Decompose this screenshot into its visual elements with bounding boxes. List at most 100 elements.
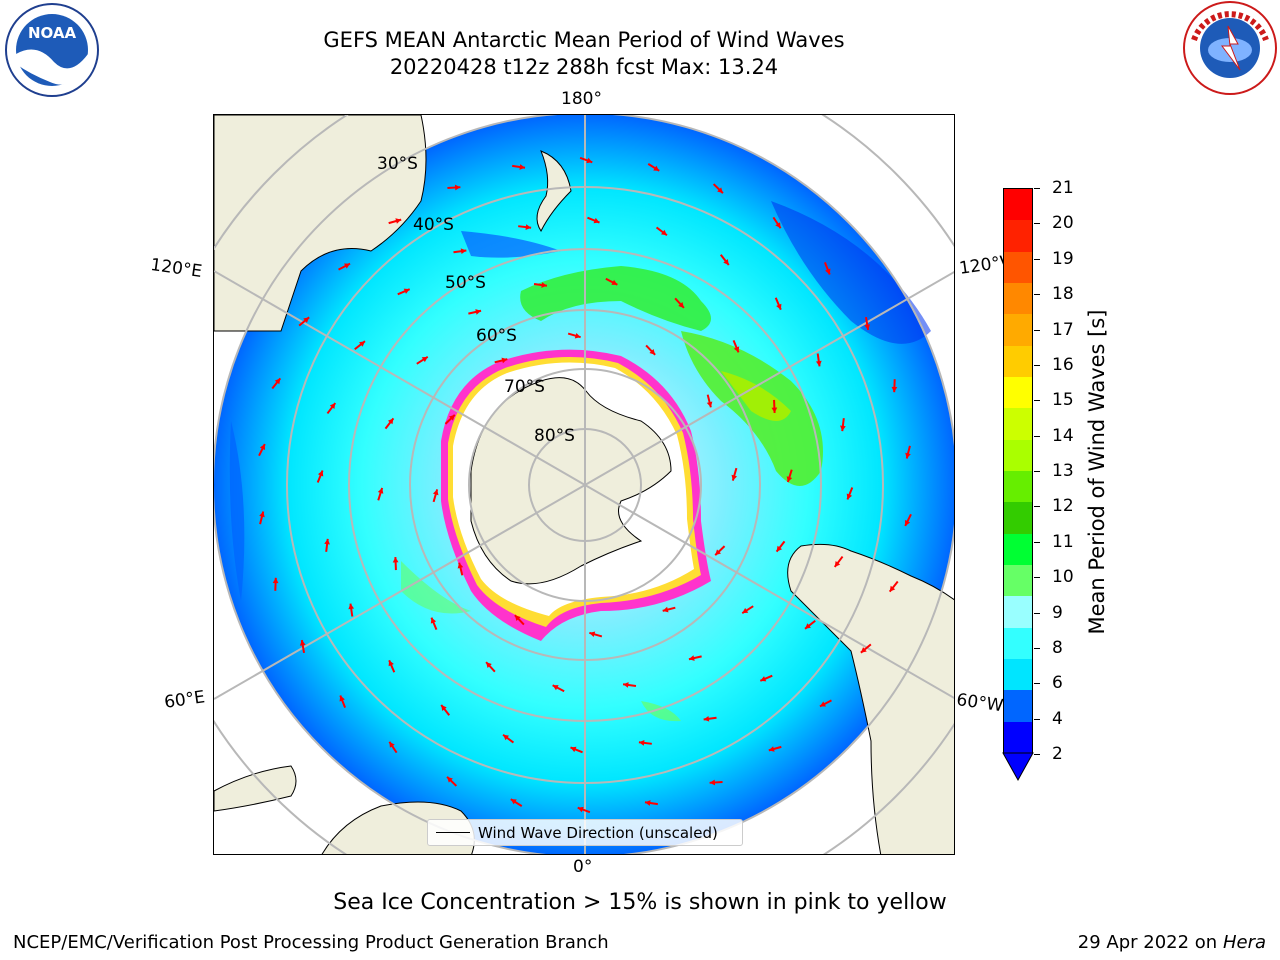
south-america-land [787, 543, 954, 854]
wind-wave-arrowhead [661, 229, 667, 236]
wind-wave-arrowhead [717, 187, 723, 194]
wind-wave-arrowhead [703, 715, 710, 722]
wind-wave-arrowhead [611, 279, 618, 285]
wind-wave-arrowhead [815, 360, 822, 367]
wind-wave-arrowhead [486, 662, 492, 668]
wind-wave-arrowhead [706, 401, 713, 408]
wind-wave-arrowhead [359, 341, 365, 347]
lat-label-30s: 30°S [377, 154, 418, 174]
wind-wave-arrowhead [653, 165, 660, 171]
colorbar-extend-arrow [1002, 752, 1034, 782]
wind-wave-arrowhead [460, 248, 467, 255]
wind-wave-arrows [258, 156, 912, 814]
lat-label-50s: 50°S [445, 273, 486, 293]
wind-wave-arrowhead [846, 493, 853, 500]
wind-wave-arrowhead [775, 222, 781, 229]
colorbar-segment [1004, 502, 1032, 534]
colorbar-tick-label: 17 [1052, 319, 1074, 340]
nws-logo [1183, 1, 1277, 95]
colorbar-ticks: 21 20 19 18 17 16 15 14 13 12 11 10 9 8 6 4 2 [1034, 178, 1084, 764]
colorbar-tick-label: 6 [1052, 673, 1063, 694]
colorbar-segment [1004, 439, 1032, 472]
wind-wave-arrowhead [623, 682, 629, 688]
wind-wave-arrowhead [272, 577, 279, 584]
map-legend: Wind Wave Direction (unscaled) [427, 819, 743, 846]
colorbar-tick-label: 21 [1052, 178, 1074, 198]
wind-wave-arrowhead [259, 511, 265, 518]
colorbar-segment [1004, 596, 1032, 628]
wind-wave-arrowhead [344, 263, 351, 269]
wind-wave-arrowhead [771, 407, 778, 413]
colorbar-tick-mark [1034, 612, 1040, 614]
wind-wave-arrowhead [905, 452, 911, 459]
long-period-patch [229, 421, 245, 601]
wind-wave-arrowhead [834, 561, 841, 567]
colorbar-tick-label: 12 [1052, 496, 1074, 517]
colorbar-segment [1004, 565, 1032, 597]
wind-wave-arrowhead [348, 603, 355, 610]
wind-wave-arrowhead [259, 444, 266, 451]
colorbar-tick-mark [1034, 294, 1040, 296]
wind-wave-arrowhead [392, 557, 399, 563]
wind-wave-arrowhead [299, 640, 306, 646]
wind-wave-arrowhead [570, 746, 577, 753]
wind-wave-arrowhead [644, 800, 651, 806]
long-period-band [401, 561, 471, 614]
lon-label-60e: 60°E [163, 687, 207, 713]
wind-wave-arrowhead [454, 184, 461, 191]
legend-line-icon [436, 832, 470, 833]
wind-wave-arrowhead [776, 303, 782, 310]
wind-wave-arrowhead [432, 489, 439, 496]
colorbar-segment [1004, 408, 1032, 440]
lat-label-70s: 70°S [504, 377, 545, 397]
wind-wave-arrowhead [430, 617, 437, 624]
colorbar-segment [1004, 220, 1032, 252]
footer-date: 29 Apr 2022 on Hera [1078, 932, 1266, 953]
wind-wave-arrowhead [317, 470, 324, 477]
wind-wave-arrowhead [742, 607, 749, 614]
footer-host: Hera [1222, 932, 1266, 953]
wind-wave-arrowhead [329, 403, 336, 409]
colorbar-tick-label: 18 [1052, 284, 1074, 305]
wind-wave-arrowhead [501, 357, 508, 364]
colorbar-segment [1004, 471, 1032, 503]
colorbar-tick-mark [1034, 364, 1040, 366]
colorbar-segment [1004, 659, 1032, 691]
lat-label-80s: 80°S [534, 426, 575, 446]
sea-ice-note: Sea Ice Concentration > 15% is shown in … [333, 890, 947, 915]
wind-wave-arrowhead [786, 476, 793, 483]
colorbar-label: Mean Period of Wind Waves [s] [1085, 309, 1109, 635]
legend-label: Wind Wave Direction (unscaled) [478, 823, 718, 842]
wind-wave-arrowhead [441, 705, 447, 711]
colorbar-segment [1004, 251, 1032, 284]
lat-label-60s: 60°S [476, 326, 517, 346]
colorbar-tick-mark [1034, 223, 1040, 225]
colorbar-tick-mark [1034, 541, 1040, 543]
colorbar-tick-label: 16 [1052, 354, 1074, 375]
long-period-patch [461, 231, 561, 258]
wind-wave-arrowhead [805, 623, 811, 629]
colorbar-tick-label: 13 [1052, 461, 1074, 481]
wind-wave-arrowhead [395, 218, 402, 224]
lon-label-120e: 120°E [149, 255, 204, 283]
lon-label-60w: 60°W [955, 690, 1005, 717]
colorbar-segment [1004, 377, 1032, 409]
colorbar-tick-mark [1034, 400, 1040, 402]
wind-wave-arrowhead [324, 538, 330, 545]
footer-credit: NCEP/EMC/Verification Post Processing Pr… [13, 932, 609, 953]
wind-wave-arrowhead [889, 585, 896, 592]
wind-wave-arrowhead [510, 799, 517, 805]
wind-wave-arrowhead [715, 549, 721, 556]
new-zealand-land [536, 150, 572, 232]
colorbar [1003, 188, 1033, 754]
wind-wave-arrowhead [709, 779, 716, 786]
colorbar-segment [1004, 314, 1032, 346]
wind-wave-arrowhead [864, 324, 871, 330]
wind-wave-arrowhead [586, 157, 593, 164]
colorbar-tick-label: 4 [1052, 708, 1063, 729]
colorbar-tick-label: 14 [1052, 425, 1074, 446]
wind-wave-arrowhead [377, 487, 384, 494]
wind-wave-arrowhead [552, 685, 559, 691]
wind-wave-arrowhead [577, 806, 584, 813]
lat-label-40s: 40°S [413, 215, 454, 235]
